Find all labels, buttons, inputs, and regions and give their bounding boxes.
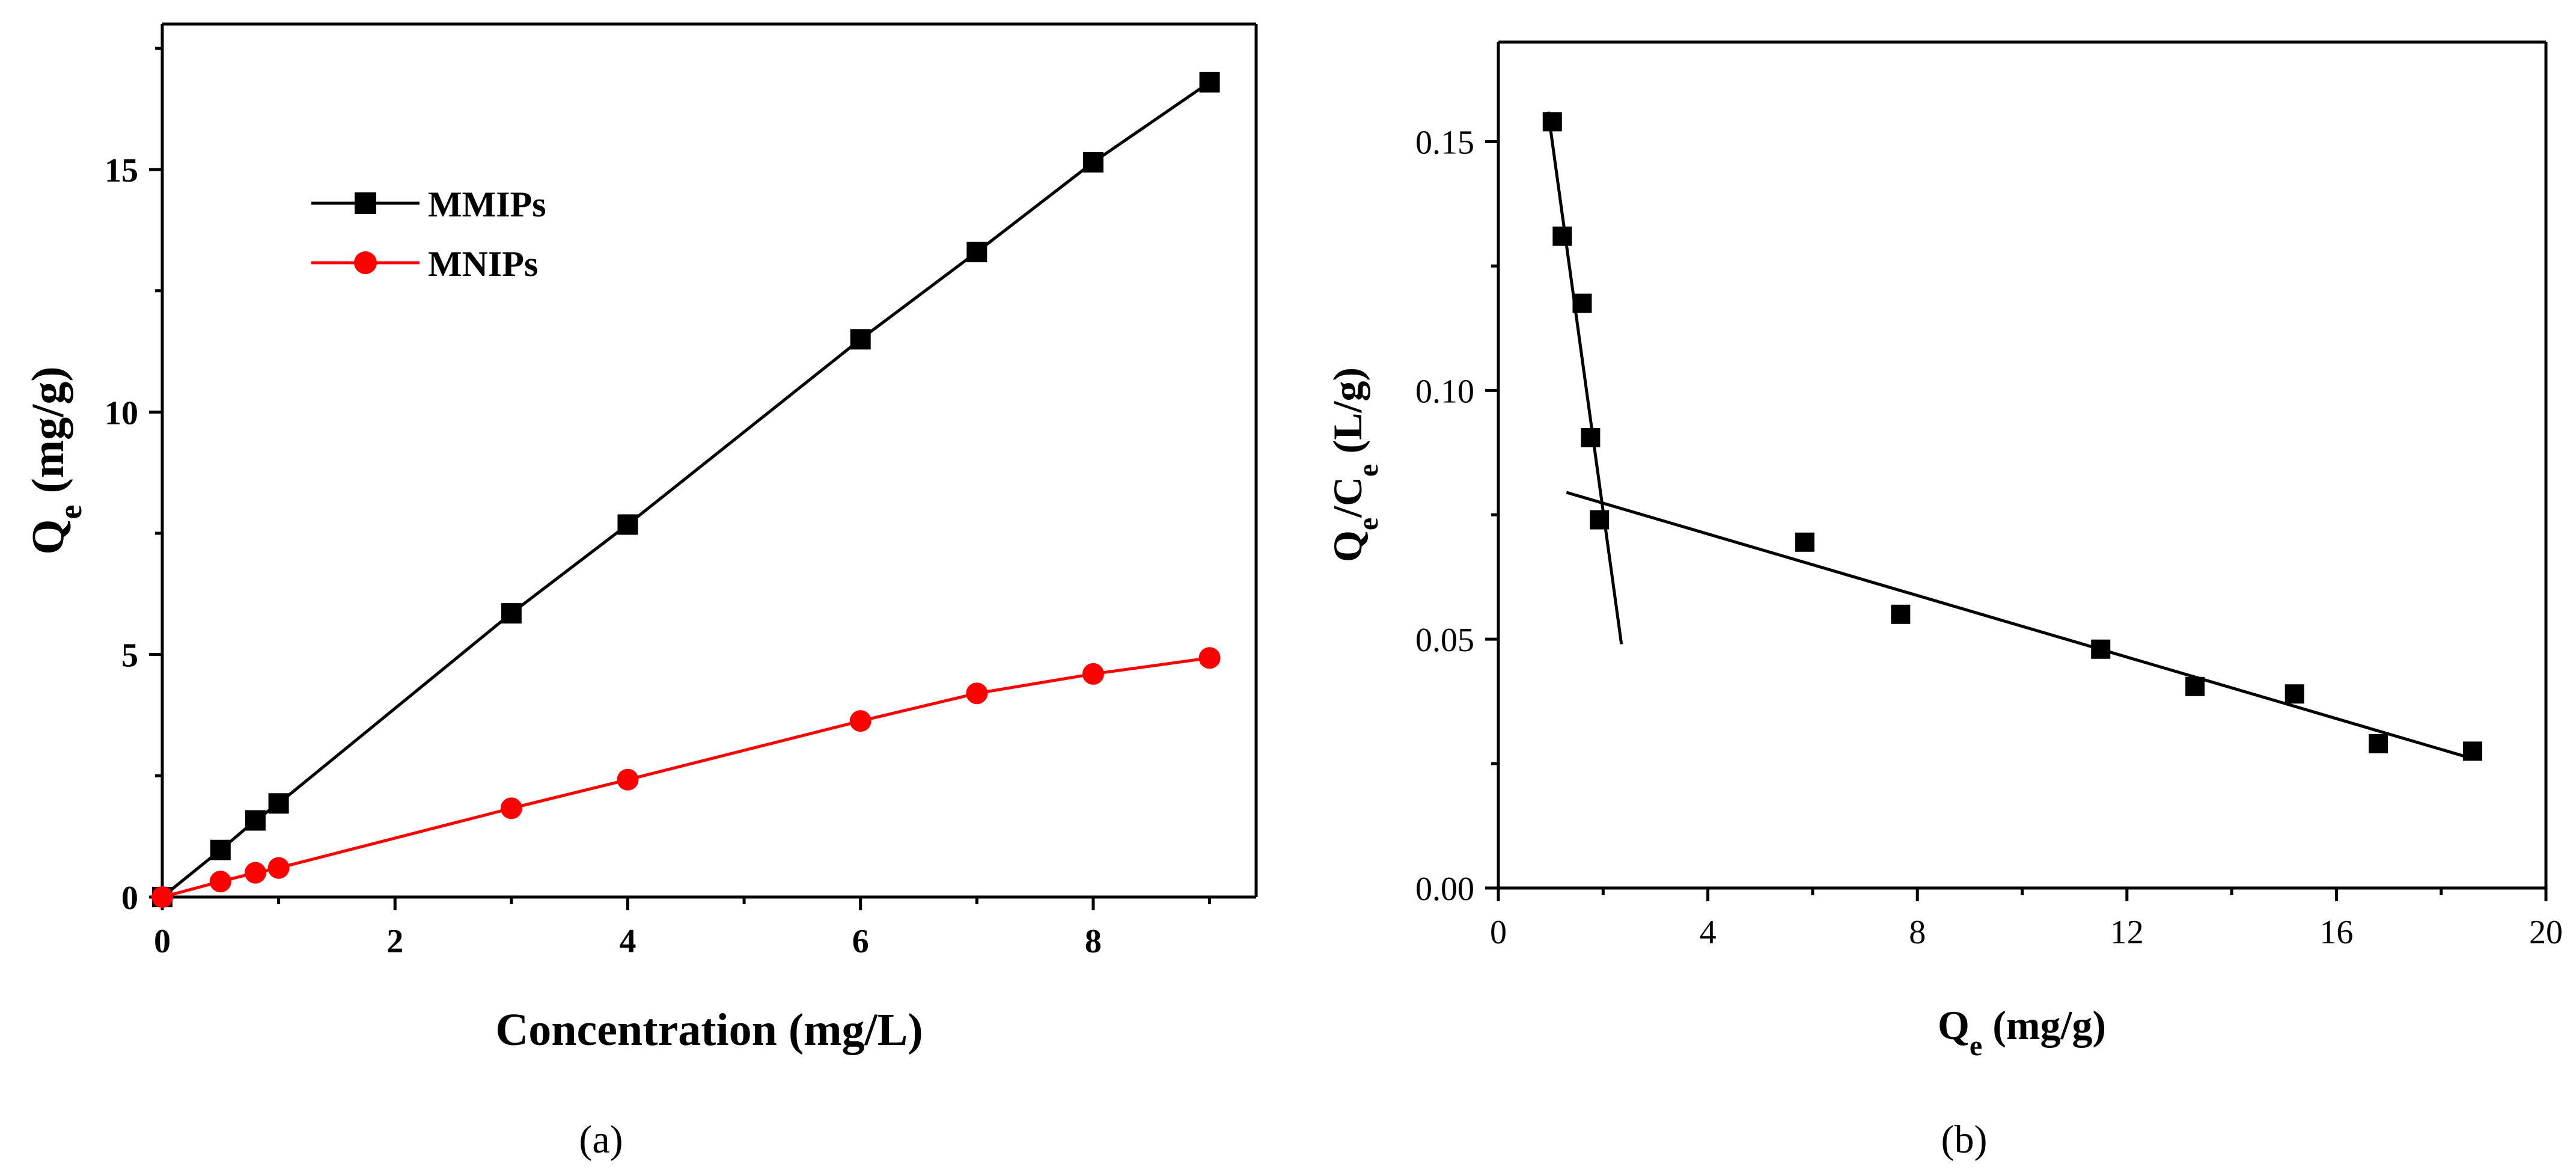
scatter-point	[2369, 733, 2388, 753]
fit-line-2	[1566, 491, 2473, 761]
panel-a-x-tick-label: 2	[386, 923, 403, 960]
panel-b-x-tick-label: 16	[2319, 914, 2353, 951]
data-point-mmips	[966, 242, 987, 263]
panel-b-x-tick-label: 0	[1490, 914, 1507, 951]
panel-b: 0 4 8 12 16 20 0.00 0.05 0.10 0.15 Qe (mg/g) Qe/C…	[1325, 40, 2563, 1162]
panel-a-label: (a)	[579, 1118, 623, 1162]
panel-a-series-lines	[161, 81, 1210, 899]
panel-b-y-tick-label: 0.10	[1415, 373, 1474, 410]
scatter-point	[1581, 427, 1601, 447]
fit-line-1	[1546, 111, 1623, 645]
legend-item-mnips: MNIPs	[311, 244, 538, 284]
data-point-mnips	[500, 797, 522, 819]
data-point-mmips	[245, 810, 266, 831]
scatter-point	[1552, 226, 1572, 246]
panel-b-fit-lines	[1546, 111, 2473, 761]
panel-b-x-axis-title: Qe (mg/g)	[1938, 1002, 2106, 1062]
data-point-mmips	[210, 839, 231, 860]
scatter-point	[1572, 293, 1592, 313]
panel-a-x-tick-label: 8	[1085, 923, 1102, 960]
legend-mmips-label: MMIPs	[428, 185, 546, 224]
legend-mmips-marker	[355, 192, 376, 214]
data-point-mmips	[617, 514, 638, 535]
data-point-mnips	[966, 682, 988, 705]
panel-a-y-tick-label: 10	[105, 394, 138, 432]
scatter-point	[1542, 112, 1562, 132]
panel-a-x-tick-label: 6	[852, 923, 869, 960]
data-point-mnips	[267, 857, 290, 879]
scatter-point	[2185, 676, 2205, 696]
scatter-point	[1891, 604, 1911, 624]
panel-b-y-tick-label: 0.00	[1415, 871, 1474, 908]
series-line-mnips	[162, 656, 1210, 899]
panel-a-x-tick-label: 4	[619, 923, 636, 960]
data-point-mmips	[1199, 72, 1220, 93]
data-point-mmips	[268, 793, 289, 814]
panel-a: 0 2 4 6 8 0 5 10 15 MMIPs MNIPs Concentration (m…	[23, 22, 1258, 1162]
panel-b-label: (b)	[1941, 1118, 1988, 1162]
legend-mnips-label: MNIPs	[428, 244, 538, 284]
scatter-point	[1795, 532, 1814, 552]
data-point-mmips	[850, 329, 871, 350]
panel-b-y-axis-title: Qe/Ce (L/g)	[1325, 367, 1384, 562]
series-line-mmips	[161, 81, 1210, 898]
data-point-mnips	[244, 862, 266, 884]
panel-b-y-tick-label: 0.05	[1415, 622, 1474, 659]
data-point-mnips	[617, 768, 639, 791]
data-point-mnips	[849, 710, 871, 732]
panel-b-x-tick-label: 4	[1700, 914, 1717, 951]
data-point-mmips	[1082, 152, 1103, 173]
data-point-mmips	[501, 603, 522, 624]
panel-b-x-tick-label: 20	[2529, 914, 2563, 951]
legend-mnips-marker	[354, 251, 377, 274]
panel-a-x-axis-title: Concentration (mg/L)	[495, 1005, 923, 1055]
panel-b-markers	[1542, 112, 2482, 761]
panel-a-y-tick-label: 0	[121, 880, 138, 917]
scatter-point	[1590, 510, 1610, 530]
panel-a-y-tick-label: 15	[105, 152, 138, 189]
panel-a-markers	[151, 72, 1221, 908]
scatter-point	[2285, 684, 2304, 704]
legend: MMIPs MNIPs	[311, 185, 546, 284]
panel-a-x-tick-label: 0	[154, 923, 171, 960]
panel-b-ticks: 0 4 8 12 16 20 0.00 0.05 0.10 0.15	[1415, 124, 2563, 951]
data-point-mnips	[209, 871, 231, 893]
panel-a-y-tick-label: 5	[121, 637, 138, 675]
panel-b-x-tick-label: 12	[2110, 914, 2144, 951]
legend-item-mmips: MMIPs	[311, 185, 546, 224]
panel-b-y-tick-label: 0.15	[1415, 124, 1474, 162]
panel-b-x-tick-label: 8	[1909, 914, 1926, 951]
data-point-mnips	[151, 886, 173, 908]
panel-a-ticks: 0 2 4 6 8 0 5 10 15	[105, 46, 1212, 960]
panel-a-y-axis-title: Qe (mg/g)	[23, 366, 88, 554]
scatter-point	[2462, 741, 2482, 761]
scatter-point	[2091, 639, 2111, 659]
data-point-mnips	[1082, 663, 1104, 685]
data-point-mnips	[1198, 647, 1221, 669]
